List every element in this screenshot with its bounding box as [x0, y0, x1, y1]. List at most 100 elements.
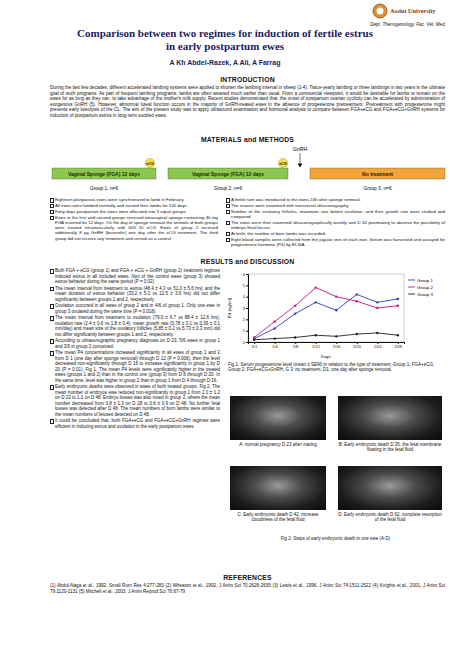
- series-point: [273, 320, 275, 322]
- section-heading: MATERIALS and METHODS: [50, 136, 445, 143]
- x-tick-label: D20: [354, 344, 362, 349]
- y-axis: 0123456: [243, 272, 249, 345]
- ecg-label: eCG: [146, 162, 154, 166]
- results-bullet: It could be concluded that, both FGA+eCG…: [50, 418, 220, 429]
- figure-caption: Fig 1: Serum progesterone level (mean ± …: [228, 362, 443, 373]
- y-tick-mark: [246, 331, 248, 332]
- results-bullet: According to ultrasonographic pregnancy …: [50, 338, 220, 349]
- treatment-diagram: Vaginal Sponge (FGA) 12 daysGroup 1, n=6…: [0, 144, 450, 196]
- intro-heading-box: INTRODUCTION: [50, 76, 445, 83]
- logo-emblem-inner: [377, 8, 384, 15]
- x-tick: D28: [395, 342, 403, 349]
- results-bullet: The mean interval from treatment to ovul…: [50, 315, 220, 337]
- y-axis-title: P4 (ng/ml): [227, 297, 232, 318]
- x-tick-label: D28: [395, 344, 403, 349]
- legend-label: Group 3: [417, 292, 433, 297]
- plot-frame: [248, 274, 404, 342]
- fig1-caption-box: Fig 1: Serum progesterone level (mean ± …: [228, 362, 443, 373]
- methods-bullet: All ewes were lambed normally and nursed…: [50, 203, 218, 208]
- x-tick: D16: [333, 342, 341, 349]
- series-point: [253, 339, 255, 341]
- intro-text: During the last few decades, different a…: [50, 85, 445, 119]
- ecg-marker: [278, 158, 287, 167]
- methods-left: Eighteen pluriparous ewes were synchroni…: [50, 197, 218, 241]
- x-axis: D1 D4 D8 D12 D16 D20 D24 D28: [249, 342, 405, 349]
- references-box: (1) Abdul-Naga et al., 1992, Small Rum R…: [50, 583, 445, 594]
- panel-caption-box: C: Early embryonic death D 42, increase …: [230, 512, 326, 523]
- x-tick-label: D8: [293, 344, 299, 349]
- y-tick: 0: [243, 340, 248, 345]
- ultrasound-image: [230, 396, 326, 440]
- treatment-box: [52, 168, 156, 179]
- ultrasound-image: [338, 466, 442, 510]
- methods-right: A fertile ram was introduced to the ewes…: [226, 197, 445, 248]
- y-tick-mark: [246, 274, 248, 275]
- y-tick-mark: [246, 319, 248, 320]
- ecg-marker: [145, 158, 154, 167]
- treatment-label: Vaginal Sponge (FGA) 12 days: [68, 171, 140, 177]
- series-point: [315, 334, 317, 336]
- series-point: [356, 333, 358, 335]
- legend-entry: Group 2: [408, 285, 433, 290]
- y-tick-label: 3: [243, 306, 246, 311]
- y-tick-label: 6: [243, 272, 246, 277]
- series-line: [254, 333, 398, 340]
- treatment-label: No treatment: [362, 171, 393, 177]
- legend-entry: Group 1: [408, 278, 433, 283]
- series-point: [335, 309, 337, 311]
- title-line: Comparison between two regimes for induc…: [20, 27, 430, 40]
- x-tick-label: D1: [252, 344, 258, 349]
- methods-bullet: At birth, the number of born lambs was r…: [226, 231, 445, 236]
- plot: 0123456D1D4D8D12D16D20D24D28: [243, 272, 405, 350]
- ecg-label: eCG: [279, 162, 287, 166]
- x-tick: D12: [313, 342, 321, 349]
- legend-swatch: [408, 294, 415, 295]
- methods-bullet: A fertile ram was introduced to the ewes…: [226, 197, 445, 202]
- legend-swatch: [408, 280, 415, 281]
- treatment-box: [310, 168, 445, 179]
- series-point: [376, 301, 378, 303]
- series-point: [397, 298, 399, 300]
- gnrh-arrowhead: [298, 164, 303, 168]
- figure-caption: Fig 2: Steps of early embryonic death in…: [228, 536, 443, 541]
- y-tick-label: 5: [243, 283, 246, 288]
- y-tick: 5: [243, 283, 248, 288]
- x-tick-label: D24: [374, 344, 382, 349]
- y-tick-mark: [246, 342, 248, 343]
- department: Dept. Theriogenology, Fac. Vet. Med.: [370, 22, 446, 27]
- x-tick-label: D4: [273, 344, 279, 349]
- series-point: [253, 336, 255, 338]
- x-tick-label: D16: [333, 344, 341, 349]
- department-box: Dept. Theriogenology, Fac. Vet. Med.: [300, 22, 446, 27]
- results-bullet: Ovulation occurred in all ewes of group …: [50, 303, 220, 314]
- series-point: [294, 305, 296, 307]
- x-tick: D24: [374, 342, 382, 349]
- series-point: [273, 327, 275, 329]
- y-tick-mark: [246, 308, 248, 309]
- x-tick: D20: [354, 342, 362, 349]
- methods-bullet: Eight blood samples were collected from …: [226, 237, 445, 248]
- series-point: [315, 301, 317, 303]
- authors-box: A Kh Abdel-Razek, A Ali, A Farrag: [20, 59, 430, 66]
- panel-caption: D: Early embryonic death D 62, complete …: [338, 512, 442, 523]
- ultrasound-image: [338, 396, 442, 440]
- series-point: [397, 305, 399, 307]
- series-point: [335, 295, 337, 297]
- methods-bullet: The ewes were then examined ultrasonogra…: [226, 220, 445, 231]
- y-tick-label: 2: [243, 317, 246, 322]
- group-label: Group 2, n=6: [214, 186, 242, 191]
- chart: 0123456D1D4D8D12D16D20D24D28P4 (ng/ml)Da…: [226, 268, 444, 360]
- methods-bullet: Number of the ovulatory follicles, maxim…: [226, 209, 445, 220]
- results-bullet: Both FGA + eCG (group 1) and FGA + eCG +…: [50, 268, 220, 285]
- legend-entry: Group 3: [408, 292, 433, 297]
- section-heading: INTRODUCTION: [50, 76, 445, 83]
- gnrh-label: GnRH: [293, 146, 308, 152]
- results-left: Both FGA + eCG (group 1) and FGA + eCG +…: [50, 268, 220, 430]
- y-tick-mark: [246, 297, 248, 298]
- section-heading: RESULTS and DISCUSSION: [50, 258, 445, 265]
- references-heading-box: REFERENCES: [50, 574, 445, 581]
- legend-label: Group 2: [417, 285, 433, 290]
- series-point: [273, 337, 275, 339]
- y-tick: 3: [243, 306, 248, 311]
- legend-label: Group 1: [417, 278, 433, 283]
